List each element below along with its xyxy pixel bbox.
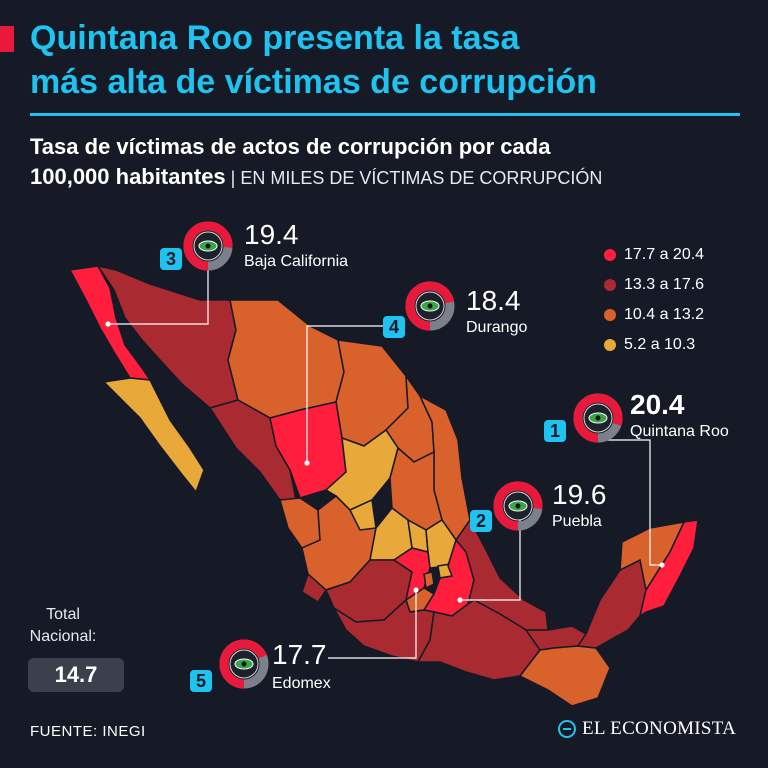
source-note: FUENTE: INEGI [30,723,146,740]
legend-label-3: 10.4 a 13.2 [624,306,705,323]
legend-label-4: 5.2 a 10.3 [624,336,696,353]
rank-badge-1: 1 [544,420,566,442]
total-label: Total Nacional: [26,604,100,648]
callout-name-quintana-roo: Quintana Roo [630,423,729,440]
leader-dot-puebla [457,597,463,603]
eye-pupil-icon [427,303,433,309]
leader-dot-quintana-roo [659,562,665,568]
subtitle: Tasa de víctimas de actos de corrupción … [30,132,750,193]
subtitle-line-1: Tasa de víctimas de actos de corrupción … [30,134,551,159]
brand-mark-icon [558,720,576,738]
leader-line-durango [306,325,405,463]
legend-item-4: 5.2 a 10.3 [604,330,704,360]
ring-fill-quintana-roo [573,393,623,443]
callout-value-quintana-roo: 20.4 [630,389,685,420]
brand-logo: EL ECONOMISTA [558,718,736,740]
callout-rings [183,221,623,689]
subtitle-bold-part: 100,000 habitantes [30,164,226,189]
eye-pupil-icon [595,415,601,421]
total-value: 14.7 [28,658,124,692]
leader-line-edomex [328,590,417,659]
total-label-line-1: Total [46,606,80,623]
title-accent-bar [0,26,14,52]
leader-lines [108,270,662,659]
legend-item-3: 10.4 a 13.2 [604,300,704,330]
legend-label-2: 13.3 a 17.6 [624,276,705,293]
legend-swatch-3 [604,309,616,321]
state-cdmx [423,571,435,590]
callout-value-puebla: 19.6 [552,479,607,510]
leader-dot-edomex [413,587,419,593]
rank-badge-3: 3 [160,248,182,270]
title-line-1: Quintana Roo presenta la tasa [30,19,520,57]
legend-item-1: 17.7 a 20.4 [604,240,704,270]
callout-value-baja-california: 19.4 [244,219,299,250]
title-divider [30,113,740,116]
callout-value-durango: 18.4 [466,285,521,316]
page-title: Quintana Roo presenta la tasa más alta d… [30,16,750,104]
legend: 17.7 a 20.4 13.3 a 17.6 10.4 a 13.2 5.2 … [604,240,704,360]
callout-name-durango: Durango [466,319,528,336]
callout-value-edomex: 17.7 [272,639,327,670]
callout-name-edomex: Edomex [272,675,331,692]
callout-name-baja-california: Baja California [244,253,349,270]
legend-swatch-2 [604,279,616,291]
eye-pupil-icon [515,503,521,509]
state-colima [301,572,327,604]
total-label-line-2: Nacional: [29,628,97,645]
map-states [68,264,699,707]
legend-item-2: 13.3 a 17.6 [604,270,704,300]
eye-pupil-icon [241,661,247,667]
leader-dots [105,321,665,603]
state-campeche [576,558,647,649]
leader-line-baja-california [108,270,209,325]
state-chiapas [518,645,611,707]
rank-badge-4: 4 [383,316,405,338]
leader-dot-durango [304,460,310,466]
legend-swatch-4 [604,339,616,351]
ring-fill-puebla [493,481,543,531]
title-line-2: más alta de víctimas de corrupción [30,63,597,101]
legend-swatch-1 [604,249,616,261]
leader-line-quintana-roo [600,439,662,566]
leader-line-puebla [460,520,521,601]
ring-fill-baja-california [183,221,233,271]
ring-fill-durango [405,281,455,331]
eye-pupil-icon [205,243,211,249]
leader-dot-baja-california [105,321,111,327]
state-nayarit [279,497,321,549]
subtitle-unit: | EN MILES DE VÍCTIMAS DE CORRUPCIÓN [225,168,603,188]
brand-name: EL ECONOMISTA [582,718,737,739]
legend-label-1: 17.7 a 20.4 [624,246,705,263]
state-baja-california-sur [102,377,205,494]
ring-fill-edomex [219,639,269,689]
rank-badge-5: 5 [190,670,212,692]
callout-name-puebla: Puebla [552,513,602,530]
state-sinaloa [208,399,297,501]
state-chihuahua [227,299,345,419]
rank-badge-2: 2 [470,510,492,532]
state-quintana-roo [638,519,699,618]
